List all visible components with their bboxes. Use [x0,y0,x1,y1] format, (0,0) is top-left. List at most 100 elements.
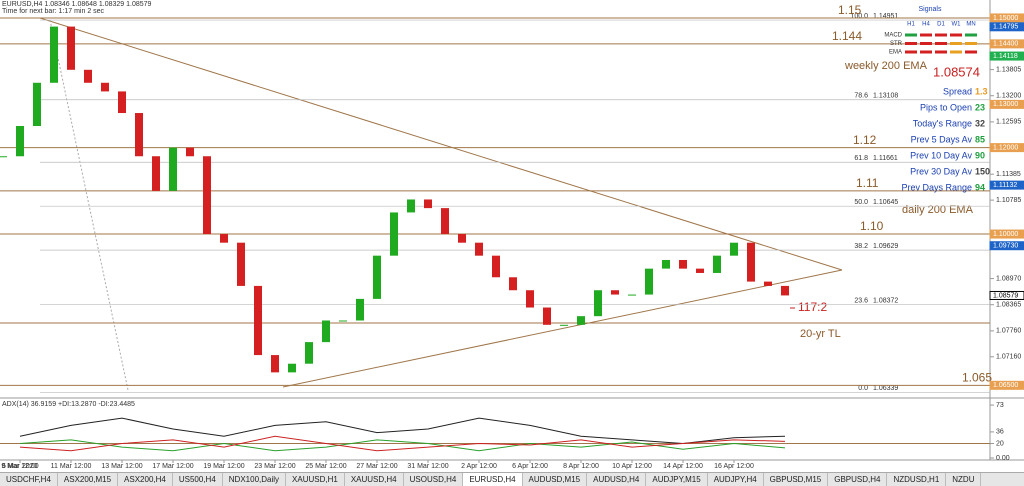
price-tag-label: 1.15000 [993,15,1018,22]
tab[interactable]: ASX200,M15 [58,473,119,486]
x-tick-label: 23 Mar 12:00 [254,463,295,470]
tab[interactable]: AUDUSD,H4 [587,473,647,486]
x-tick-label: 2 Apr 12:00 [461,463,497,470]
signal-cell [935,50,947,54]
signal-name: MACD [884,33,902,39]
tab[interactable]: USOUSD,H4 [404,473,464,486]
y-tick-label: 1.08970 [996,275,1021,282]
candle [33,82,41,126]
tab[interactable]: XAUUSD,H1 [286,473,345,486]
round-level-label: 1.12 [853,133,877,147]
fib-level-label: 38.2 [854,243,868,250]
candle [407,199,415,213]
info-label: Prev 5 Days Av [911,134,973,144]
signals-title: Signals [919,6,942,13]
tab[interactable]: ASX200,H4 [118,473,173,486]
candle [645,268,653,295]
candle [0,156,7,158]
background [0,0,1024,472]
signal-cell [905,42,917,45]
info-value: 150 [975,166,990,176]
price-tag-label: 1.13000 [993,101,1018,108]
x-tick-label: 14 Apr 12:00 [663,463,703,470]
price-tag-label: 1.14118 [993,53,1018,60]
info-label: Pips to Open [920,102,972,112]
candle [747,242,755,282]
tab[interactable]: AUDJPY,H4 [708,473,764,486]
chart: EURUSD,H4 1.08346 1.08648 1.08329 1.0857… [0,0,1024,472]
tab[interactable]: GBPUSD,H4 [828,473,888,486]
candle [577,316,585,325]
round-level-label: 1.10 [860,219,884,233]
tab[interactable]: NDX100,Daily [223,473,287,486]
candle [526,290,534,308]
candle [764,281,772,286]
tab[interactable]: AUDJPY,M15 [646,473,708,486]
round-level-label: 1.15 [838,3,862,17]
signal-cell [965,50,977,54]
candle [594,290,602,317]
candle [696,268,704,273]
price-tag [989,229,1024,239]
candle [373,255,381,299]
fib-price-label: 1.10645 [873,199,898,206]
signal-cell [950,50,962,54]
candle [203,156,211,235]
tab[interactable]: USDCHF,H4 [0,473,58,486]
candle [713,255,721,273]
candle [305,342,313,364]
price-tag-label: 1.12000 [993,144,1018,151]
x-tick-label: 25 Mar 12:00 [305,463,346,470]
signal-column: W1 [952,22,962,28]
candle [288,363,296,373]
tab[interactable]: EURUSD,H4 [463,473,523,486]
annotation: 20-yr TL [800,328,841,340]
tab[interactable]: AUDUSD,M15 [523,473,588,486]
tab[interactable]: NZDUSD,H1 [887,473,947,486]
info-value: 1.3 [975,86,988,96]
y-tick-label: 20 [996,440,1004,447]
trend-line [39,17,843,271]
candle [458,234,466,243]
info-label: Prev 10 Day Av [910,150,972,160]
annotation: weekly 200 EMA [844,60,928,72]
candle [220,234,228,243]
candle [781,285,789,296]
round-level-label: 1.065 [962,371,992,385]
y-tick-label: 36 [996,429,1004,436]
y-tick-label: 1.11385 [996,171,1021,178]
signal-column: D1 [937,22,945,28]
x-tick-label: 13 Mar 12:00 [101,463,142,470]
x-tick-label: 19 Mar 12:00 [203,463,244,470]
candle [237,242,245,286]
round-level-label: 1.11 [856,176,879,190]
y-tick-label: 1.08365 [996,302,1021,309]
candle [339,320,347,322]
candle [254,285,262,356]
signal-cell [965,33,977,37]
fib-line [49,19,129,391]
tab[interactable]: GBPUSD,M15 [764,473,829,486]
candle [730,242,738,256]
fib-price-label: 1.06339 [873,385,898,392]
tab[interactable]: US500,H4 [173,473,223,486]
info-label: Today's Range [913,118,972,128]
tab[interactable]: XAUUSD,H4 [345,473,404,486]
y-tick-label: 1.13805 [996,66,1021,73]
candle [475,242,483,256]
candle [424,199,432,209]
candle [271,355,279,373]
y-tick-label: 1.07160 [996,354,1021,361]
signal-cell [950,33,962,37]
candle [679,259,687,269]
x-tick-label: 16 Apr 12:00 [714,463,754,470]
price-tag-label: 1.10000 [993,231,1018,238]
x-tick-label: 17 Mar 12:00 [152,463,193,470]
tab[interactable]: NZDU [946,473,982,486]
candle [628,294,636,296]
price-tag [989,241,1024,251]
price-tag [989,22,1024,32]
symbol-line: EURUSD,H4 1.08346 1.08648 1.08329 1.0857… [2,1,152,8]
x-tick-label: 10 Apr 12:00 [612,463,652,470]
